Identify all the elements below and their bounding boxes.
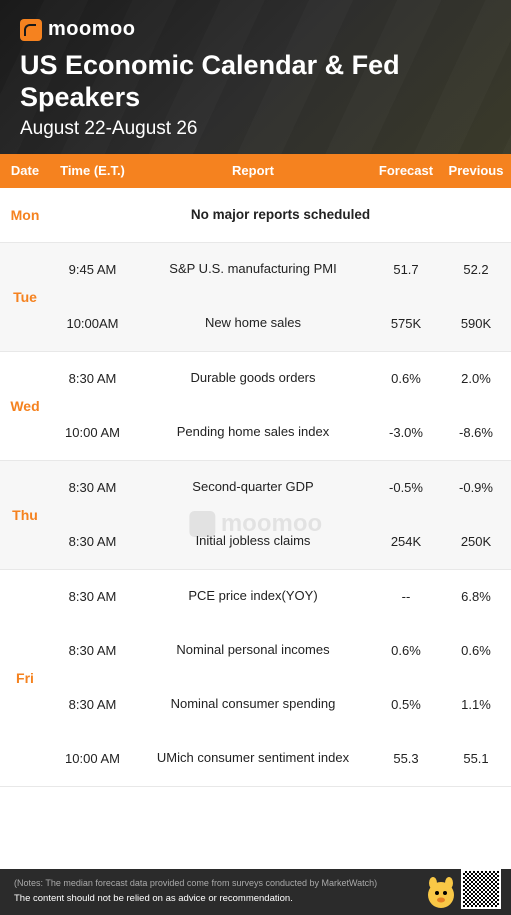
- event-row: 8:30 AMNominal personal incomes0.6%0.6%: [50, 624, 511, 678]
- event-forecast: 0.6%: [371, 643, 441, 658]
- event-forecast: 0.5%: [371, 697, 441, 712]
- event-row: 8:30 AMNominal consumer spending0.5%1.1%: [50, 678, 511, 732]
- day-row: Wed8:30 AMDurable goods orders0.6%2.0%10…: [0, 352, 511, 461]
- event-time: 8:30 AM: [50, 534, 135, 549]
- event-row: 10:00AMNew home sales575K590K: [50, 297, 511, 351]
- event-row: 8:30 AMDurable goods orders0.6%2.0%: [50, 352, 511, 406]
- header: moomoo US Economic Calendar & Fed Speake…: [0, 0, 511, 154]
- event-previous: 1.1%: [441, 697, 511, 712]
- event-row: 8:30 AMSecond-quarter GDP-0.5%-0.9%: [50, 461, 511, 515]
- event-previous: 0.6%: [441, 643, 511, 658]
- brand: moomoo: [20, 18, 491, 41]
- event-row: 9:45 AMS&P U.S. manufacturing PMI51.752.…: [50, 243, 511, 297]
- events-container: 8:30 AMDurable goods orders0.6%2.0%10:00…: [50, 352, 511, 460]
- event-report: Nominal personal incomes: [135, 642, 371, 659]
- col-header-previous: Previous: [441, 163, 511, 178]
- col-header-time: Time (E.T.): [50, 163, 135, 178]
- day-label: Mon: [0, 188, 50, 242]
- day-label: Fri: [0, 570, 50, 786]
- events-container: 8:30 AMPCE price index(YOY)--6.8%8:30 AM…: [50, 570, 511, 786]
- event-previous: 590K: [441, 316, 511, 331]
- footer: (Notes: The median forecast data provide…: [0, 869, 511, 915]
- qr-code-icon: [461, 869, 501, 909]
- event-report: UMich consumer sentiment index: [135, 750, 371, 767]
- event-forecast: -0.5%: [371, 480, 441, 495]
- event-previous: -0.9%: [441, 480, 511, 495]
- event-report: Nominal consumer spending: [135, 696, 371, 713]
- event-time: 8:30 AM: [50, 480, 135, 495]
- table-header: Date Time (E.T.) Report Forecast Previou…: [0, 154, 511, 188]
- date-range: August 22-August 26: [20, 118, 491, 140]
- event-row: 8:30 AMPCE price index(YOY)--6.8%: [50, 570, 511, 624]
- day-row: MonNo major reports scheduled: [0, 188, 511, 243]
- event-report: Pending home sales index: [135, 424, 371, 441]
- day-label: Wed: [0, 352, 50, 460]
- event-time: 8:30 AM: [50, 697, 135, 712]
- day-row: Thu8:30 AMSecond-quarter GDP-0.5%-0.9%8:…: [0, 461, 511, 570]
- day-row: Tue9:45 AMS&P U.S. manufacturing PMI51.7…: [0, 243, 511, 352]
- day-row: Fri8:30 AMPCE price index(YOY)--6.8%8:30…: [0, 570, 511, 787]
- event-report: Second-quarter GDP: [135, 479, 371, 496]
- col-header-report: Report: [135, 163, 371, 178]
- events-container: 9:45 AMS&P U.S. manufacturing PMI51.752.…: [50, 243, 511, 351]
- mascot-icon: [423, 875, 459, 911]
- day-label: Thu: [0, 461, 50, 569]
- events-container: 8:30 AMSecond-quarter GDP-0.5%-0.9%8:30 …: [50, 461, 511, 569]
- event-time: 8:30 AM: [50, 643, 135, 658]
- event-forecast: --: [371, 589, 441, 604]
- event-row: 10:00 AMUMich consumer sentiment index55…: [50, 732, 511, 786]
- event-previous: 250K: [441, 534, 511, 549]
- event-time: 10:00AM: [50, 316, 135, 331]
- event-report: S&P U.S. manufacturing PMI: [135, 261, 371, 278]
- brand-name: moomoo: [48, 18, 135, 41]
- event-previous: 6.8%: [441, 589, 511, 604]
- day-label: Tue: [0, 243, 50, 351]
- event-row: 10:00 AMPending home sales index-3.0%-8.…: [50, 406, 511, 460]
- event-forecast: 254K: [371, 534, 441, 549]
- event-report: Initial jobless claims: [135, 533, 371, 550]
- event-previous: 2.0%: [441, 371, 511, 386]
- event-report: Durable goods orders: [135, 370, 371, 387]
- no-reports-message: No major reports scheduled: [50, 188, 511, 242]
- page-title: US Economic Calendar & Fed Speakers: [20, 49, 491, 114]
- event-row: 8:30 AMInitial jobless claims254K250K: [50, 515, 511, 569]
- event-previous: 52.2: [441, 262, 511, 277]
- event-time: 10:00 AM: [50, 425, 135, 440]
- moomoo-logo-icon: [20, 19, 42, 41]
- event-forecast: 0.6%: [371, 371, 441, 386]
- event-previous: -8.6%: [441, 425, 511, 440]
- event-time: 8:30 AM: [50, 371, 135, 386]
- events-container: No major reports scheduled: [50, 188, 511, 242]
- col-header-forecast: Forecast: [371, 163, 441, 178]
- table-body: MonNo major reports scheduledTue9:45 AMS…: [0, 188, 511, 787]
- event-report: New home sales: [135, 315, 371, 332]
- event-time: 9:45 AM: [50, 262, 135, 277]
- event-forecast: -3.0%: [371, 425, 441, 440]
- event-time: 10:00 AM: [50, 751, 135, 766]
- event-time: 8:30 AM: [50, 589, 135, 604]
- event-previous: 55.1: [441, 751, 511, 766]
- event-forecast: 51.7: [371, 262, 441, 277]
- event-report: PCE price index(YOY): [135, 588, 371, 605]
- event-forecast: 55.3: [371, 751, 441, 766]
- event-forecast: 575K: [371, 316, 441, 331]
- col-header-date: Date: [0, 163, 50, 178]
